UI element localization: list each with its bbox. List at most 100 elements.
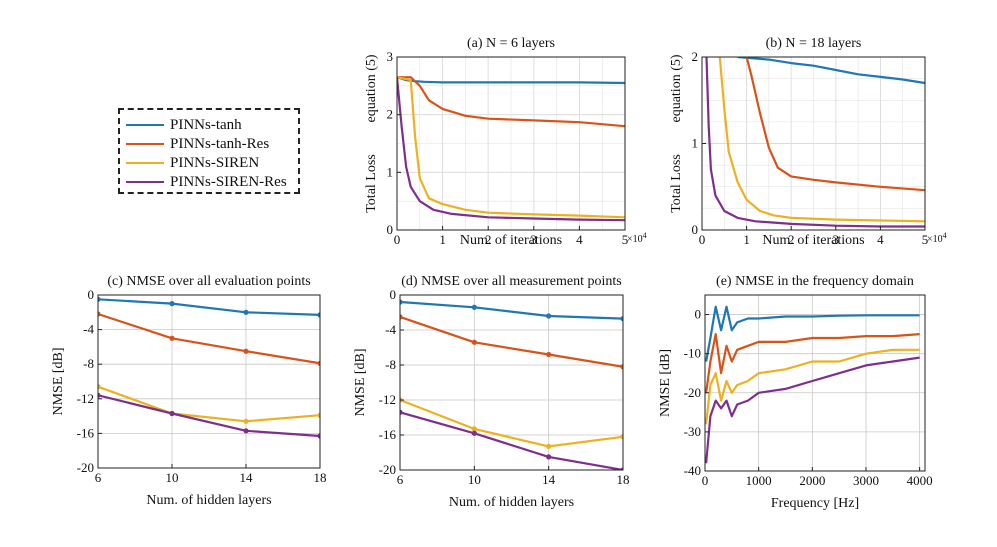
data-point-tanh_res	[546, 351, 552, 358]
legend-swatch	[126, 161, 164, 165]
y-tick-label: -10	[684, 346, 701, 361]
series-line-siren	[705, 348, 920, 425]
legend-item-siren: PINNs-SIREN	[126, 154, 259, 172]
y-tick-label: 1	[387, 164, 394, 179]
data-point-siren	[471, 426, 477, 432]
chart-panel-b: 0 1 2 3 4 5 0 1 2 (b) N = 18 layers Num. of iterat…	[669, 36, 947, 248]
data-point-tanh	[400, 299, 403, 305]
series-line-siren_res	[397, 77, 625, 222]
axes-box	[399, 294, 624, 471]
legend-item-tanh: PINNs-tanh	[126, 116, 242, 134]
y-tick-label: -4	[83, 322, 94, 337]
data-point-siren	[98, 384, 101, 390]
x-axis-label: Frequency [Hz]	[771, 496, 859, 511]
y-tick-label: -20	[684, 385, 701, 400]
y-axis-label: NMSE [dB]	[51, 347, 66, 415]
series-group	[98, 296, 320, 439]
data-point-siren	[317, 412, 320, 418]
series-group	[397, 76, 625, 222]
legend-item-siren-res: PINNs-SIREN-Res	[126, 173, 287, 191]
series-group	[705, 57, 925, 228]
y-tick-label: 0	[695, 307, 702, 322]
data-point-tanh	[169, 301, 175, 307]
x-exponent-power: 4	[643, 231, 647, 240]
chart-title: (e) NMSE in the frequency domain	[716, 274, 914, 289]
axes-box	[97, 294, 321, 469]
series-line-siren	[718, 57, 925, 223]
y-axis-label: NMSE [dB]	[353, 348, 368, 416]
series-line-tanh_res	[397, 76, 625, 128]
series-line-tanh	[737, 57, 925, 85]
x-tick-label: 2000	[799, 473, 825, 488]
legend: PINNs-tanh PINNs-tanh-Res PINNs-SIREN PI…	[118, 108, 300, 194]
x-tick-label: 10	[468, 472, 481, 487]
series-line-siren	[400, 398, 623, 448]
y-axis-label-2: equation (5)	[364, 54, 379, 122]
legend-swatch	[126, 180, 164, 184]
legend-label: PINNs-tanh-Res	[170, 135, 270, 152]
series-line-siren	[397, 76, 625, 219]
y-tick-label: -16	[379, 427, 397, 442]
legend-item-tanh-res: PINNs-tanh-Res	[126, 135, 269, 153]
data-point-tanh	[471, 304, 477, 310]
y-tick-label: 0	[390, 287, 397, 302]
x-tick-label: 1	[743, 232, 750, 247]
x-tick-label: 0	[702, 473, 709, 488]
chart-panel-e: 0 1000 2000 3000 4000 0 -10 -20 -30 -40 (e) NMSE i…	[658, 274, 933, 511]
x-tick-label: 6	[95, 470, 102, 485]
y-axis-label-2: equation (5)	[669, 54, 684, 122]
chart-title: (c) NMSE over all evaluation points	[107, 274, 310, 289]
series-line-tanh	[98, 298, 320, 316]
data-point-siren_res	[400, 409, 403, 415]
x-tick-label: 2	[788, 232, 795, 247]
data-point-tanh_res	[98, 311, 101, 317]
data-point-tanh_res	[400, 314, 403, 320]
y-tick-label: 0	[387, 222, 394, 237]
y-tick-label: 0	[88, 287, 95, 302]
data-point-siren_res	[546, 454, 552, 460]
x-tick-label: 18	[314, 470, 327, 485]
y-axis-label: Total Loss	[364, 154, 379, 213]
data-point-siren	[243, 418, 249, 424]
y-tick-label: 1	[692, 136, 699, 151]
x-tick-label: 1	[439, 232, 446, 247]
chart-title: (b) N = 18 layers	[766, 36, 862, 51]
y-tick-label: 0	[692, 222, 699, 237]
axes-box	[396, 56, 626, 231]
data-point-siren_res	[317, 433, 320, 439]
data-point-tanh_res	[317, 360, 320, 366]
legend-label: PINNs-tanh	[170, 116, 242, 133]
series-line-tanh_res	[400, 315, 623, 368]
data-point-tanh	[546, 313, 552, 319]
x-tick-label: 3000	[853, 473, 879, 488]
series-line-tanh_res	[98, 312, 320, 365]
x-tick-label: 1000	[746, 473, 772, 488]
x-tick-label: 18	[617, 472, 630, 487]
y-tick-label: -8	[385, 357, 396, 372]
data-point-siren_res	[620, 467, 623, 470]
chart-title: (d) NMSE over all measurement points	[401, 274, 621, 289]
x-tick-label: 10	[166, 470, 179, 485]
x-tick-label: 2	[485, 232, 492, 247]
x-axis-label: Num. of hidden layers	[146, 493, 271, 508]
x-tick-label: 0	[699, 232, 706, 247]
y-tick-label: -12	[379, 392, 396, 407]
y-tick-label: -4	[385, 322, 396, 337]
y-tick-label: 2	[692, 49, 699, 64]
y-axis-label: NMSE [dB]	[658, 349, 673, 417]
data-point-tanh	[317, 312, 320, 318]
data-point-tanh_res	[620, 364, 623, 370]
data-point-siren_res	[169, 410, 175, 417]
x-tick-label: 6	[397, 472, 404, 487]
y-tick-label: -16	[77, 425, 95, 440]
legend-swatch	[126, 142, 164, 146]
x-tick-label: 5	[622, 232, 629, 247]
series-line-tanh	[705, 305, 920, 362]
y-tick-label: -20	[379, 462, 396, 477]
x-tick-label: 3	[531, 232, 538, 247]
chart-panel-a: 0 1 2 3 4 5 0 1 2 3 (a) N = 6 layers Num. of iterat…	[364, 36, 647, 248]
series-line-siren_res	[400, 411, 623, 470]
data-point-tanh	[620, 316, 623, 322]
y-tick-label: -30	[684, 424, 701, 439]
